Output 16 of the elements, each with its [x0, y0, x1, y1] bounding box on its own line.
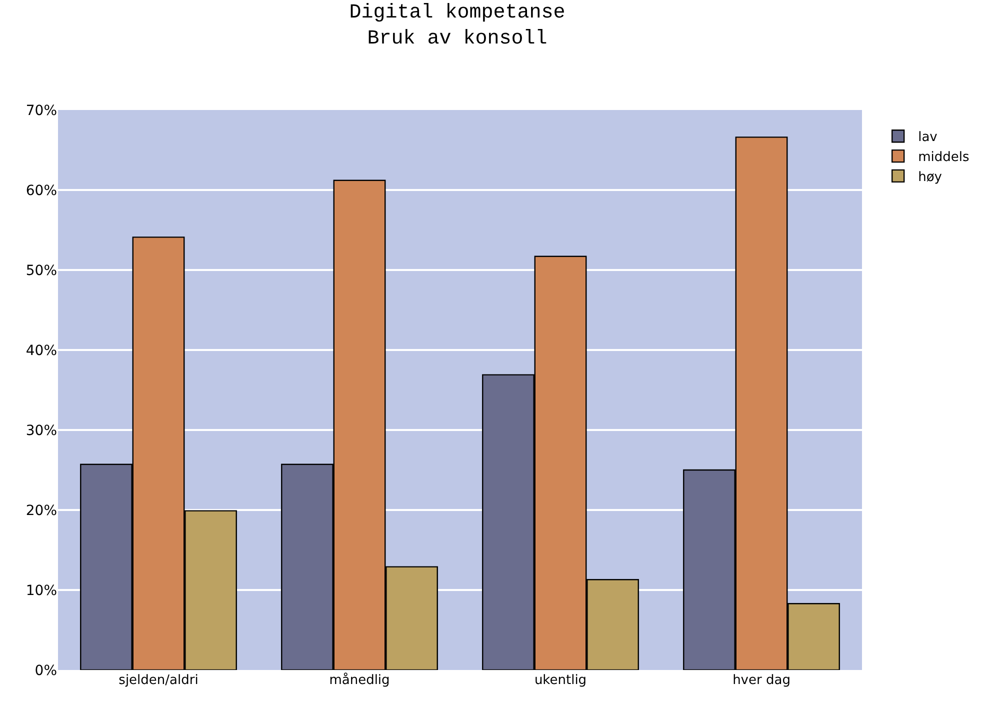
x-tick-label: månedlig [329, 672, 390, 688]
legend-label: lav [918, 130, 938, 146]
x-tick-label: hver dag [732, 673, 790, 688]
y-tick-label: 70% [26, 102, 57, 119]
y-tick-label: 20% [26, 502, 57, 519]
y-tick-label: 50% [26, 262, 57, 279]
legend-label: middels [918, 150, 970, 166]
y-tick-label: 0% [34, 662, 57, 679]
y-tick-label: 30% [26, 422, 57, 439]
legend-label: høy [918, 170, 942, 186]
x-tick-label: sjelden/aldri [118, 673, 198, 688]
x-tick-label: ukentlig [534, 673, 587, 688]
chart-title: Digital kompetanse Bruk av konsoll [349, 2, 566, 51]
y-tick-label: 60% [26, 182, 57, 199]
y-tick-label: 40% [26, 342, 57, 359]
y-tick-label: 10% [26, 582, 57, 599]
